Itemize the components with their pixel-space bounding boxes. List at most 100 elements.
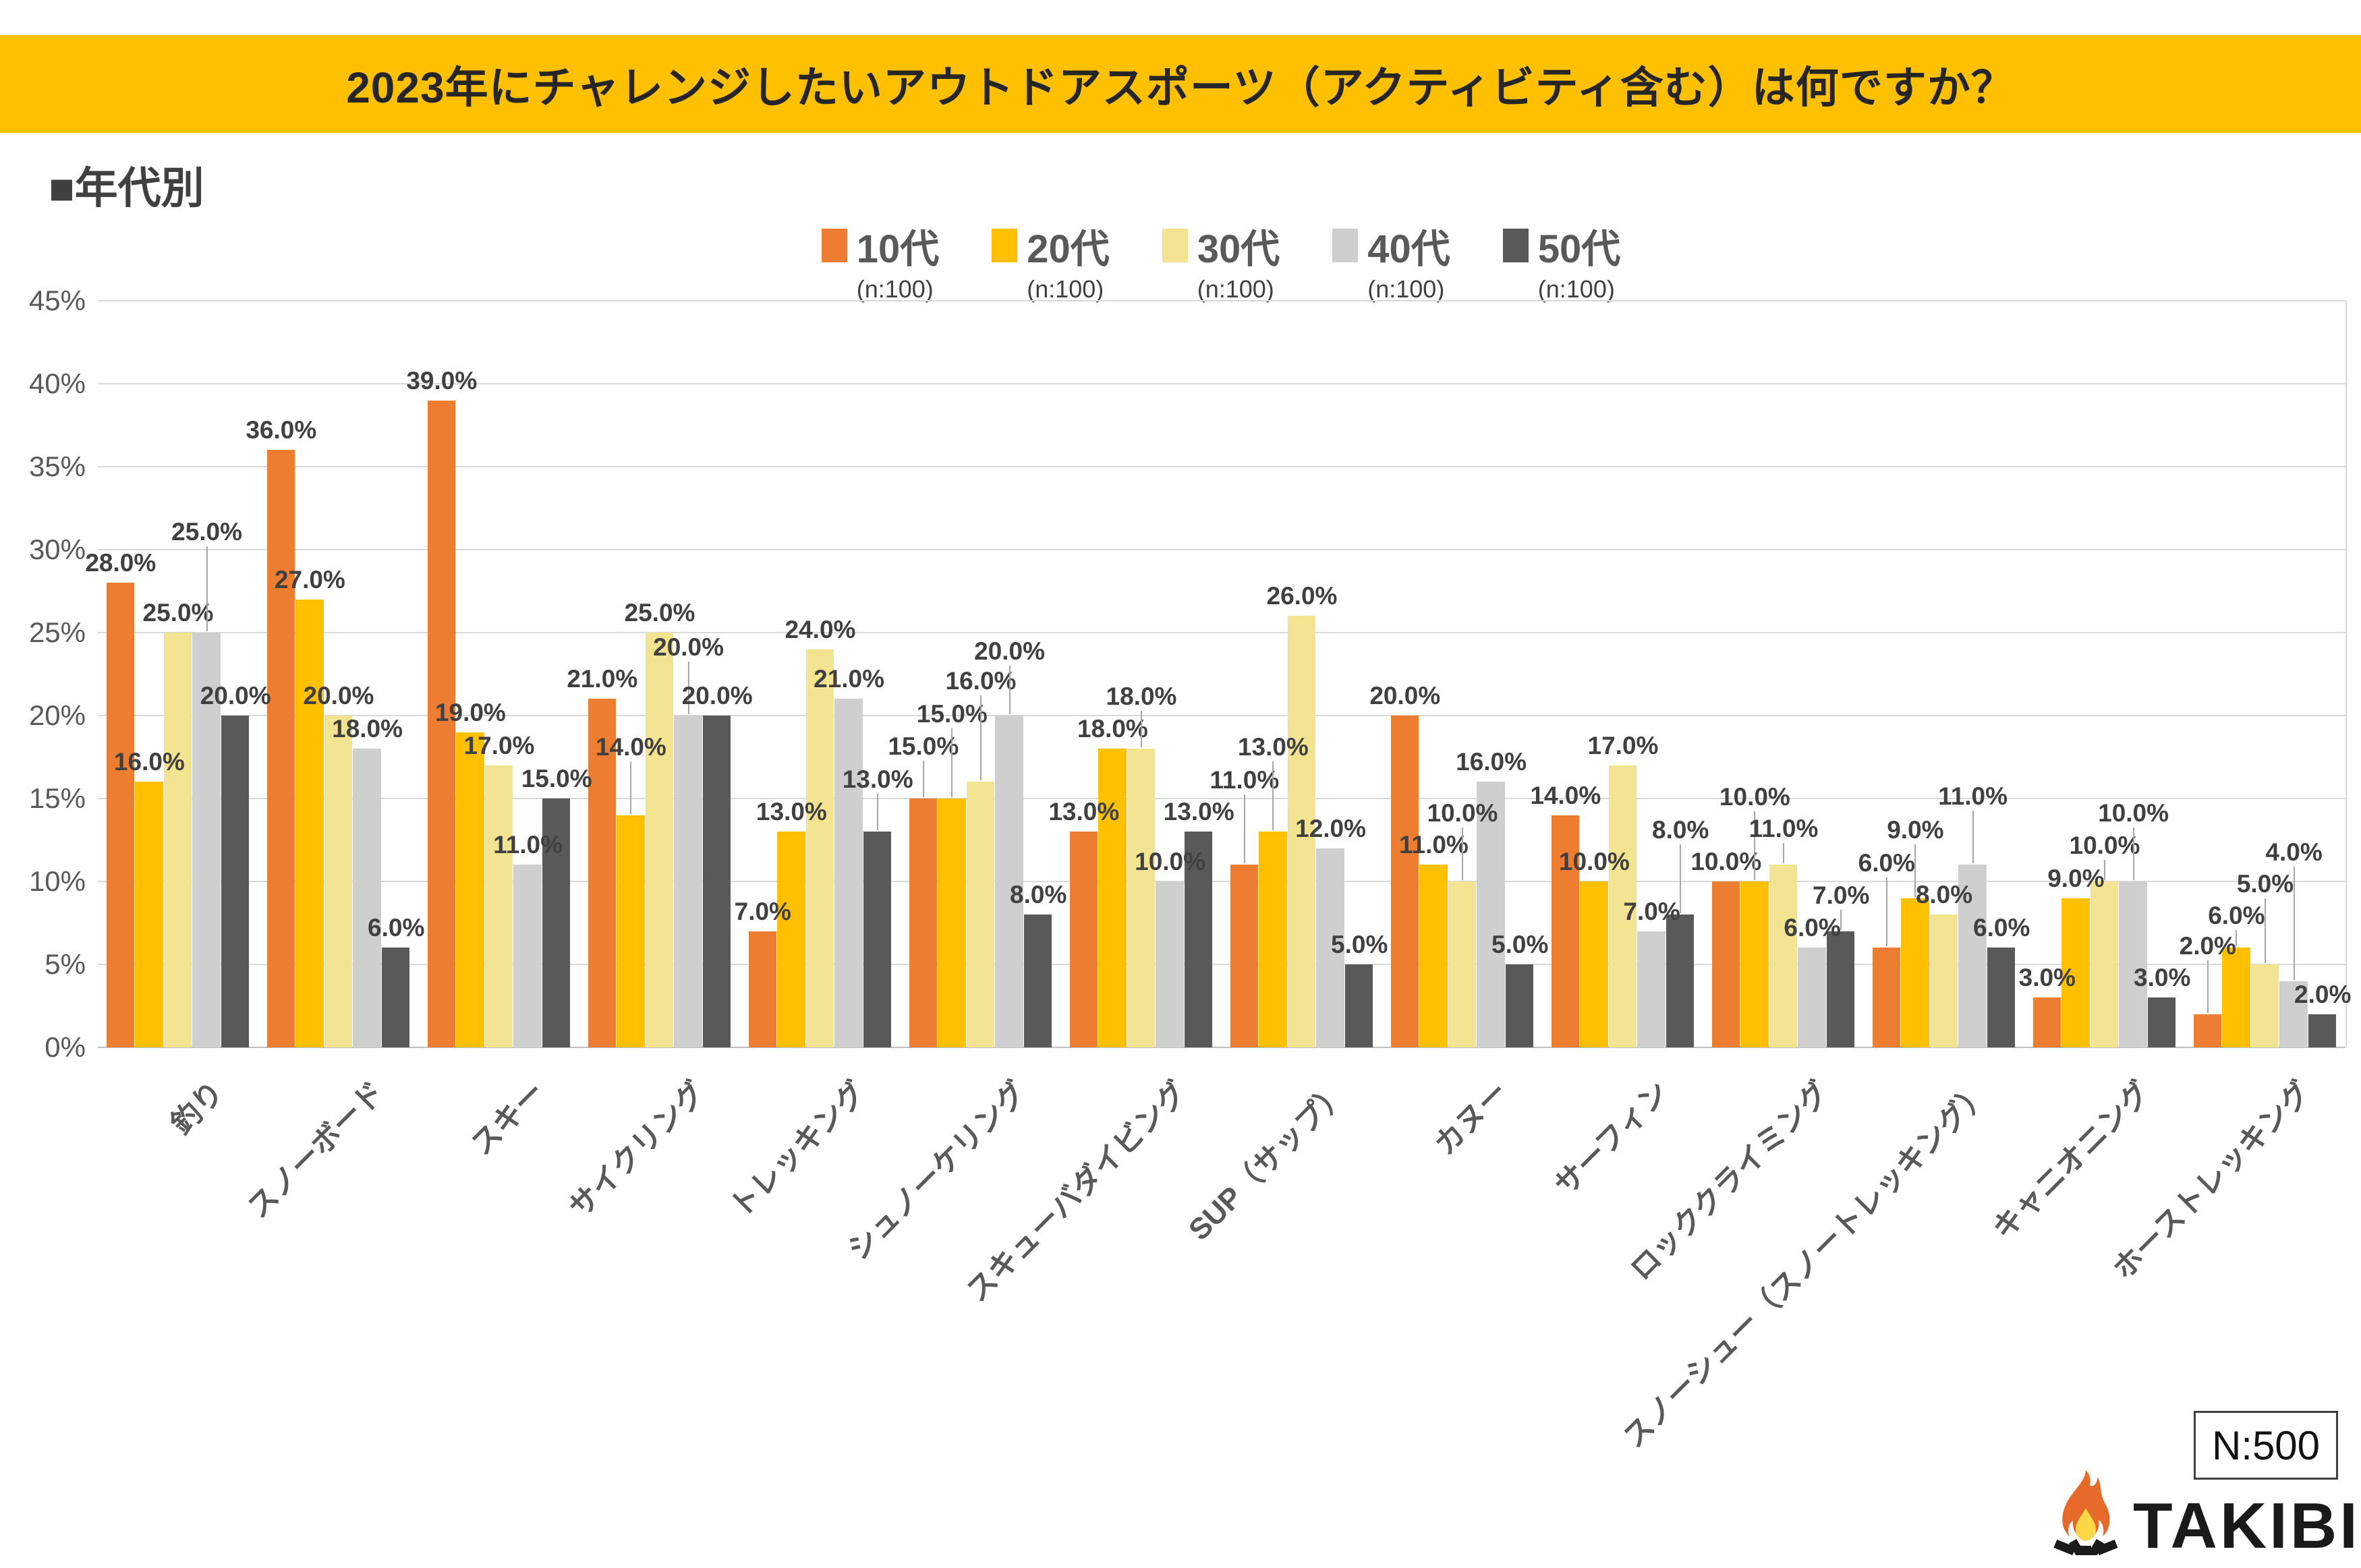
bar-10代-カヌー [1390,716,1419,1047]
bar-30代-トレッキング [805,649,834,1047]
label-leader-line [1885,877,1887,947]
bar-10代-スキー [427,400,456,1047]
bar-30代-サイクリング [645,633,674,1047]
bar-value-label: 3.0% [2134,964,2191,992]
bar-20代-サイクリング [617,815,645,1047]
label-leader-line [951,728,953,797]
x-axis-line [98,1047,2345,1048]
label-leader-line [630,761,632,814]
label-leader-line [1272,761,1274,831]
y-axis-tick-label: 15% [28,782,86,814]
bar-50代-シュノーケリング [1023,914,1052,1047]
bar-40代-カヌー [1477,782,1505,1047]
legend-item-50代: 50代 (n:100) [1502,217,1620,303]
gridline [98,632,2345,633]
bar-value-label: 10.0% [1719,783,1790,811]
legend-label: 20代 [1027,227,1110,271]
bar-value-label: 15.0% [888,732,959,760]
bar-value-label: 26.0% [1266,582,1338,610]
bar-value-label: 11.0% [1398,831,1469,859]
bar-value-label: 5.0% [2236,870,2294,898]
label-leader-line [2236,930,2238,947]
bar-value-label: 11.0% [1938,782,2008,811]
label-leader-line [1462,827,1463,880]
bar-value-label: 28.0% [85,549,157,577]
legend-label: 10代 [856,227,940,271]
bar-20代-スキューバダイビング [1098,749,1127,1047]
legend-n-count: (n:100) [1367,275,1445,303]
legend-swatch [1332,229,1359,262]
bar-30代-釣り [163,633,192,1047]
bar-30代-サーフィン [1608,765,1637,1047]
bar-value-label: 10.0% [1690,848,1762,875]
bar-30代-カヌー [1448,881,1477,1047]
bar-10代-スノーボード [266,450,295,1047]
gridline [98,964,2345,965]
bar-value-label: 10.0% [2069,832,2140,859]
x-axis-label-1: 釣り [165,1075,231,1141]
bar-value-label: 7.0% [734,897,791,925]
bar-40代-トレッキング [834,699,863,1047]
bar-value-label: 11.0% [1748,815,1819,843]
bar-30代-スノーシュー（スノートレッキング） [1929,914,1958,1047]
gridline [98,549,2345,550]
bar-value-label: 13.0% [842,765,913,794]
bar-10代-キャニオニング [2032,997,2061,1047]
bar-value-label: 10.0% [2098,799,2169,827]
bar-value-label: 13.0% [1237,733,1309,761]
bar-value-label: 18.0% [1077,715,1148,743]
label-leader-line [1840,909,1842,930]
legend-label: 40代 [1367,227,1450,271]
bar-40代-ホーストレッキング [2279,981,2308,1047]
bar-10代-ロッククライミング [1711,881,1740,1047]
bar-30代-シュノーケリング [966,782,995,1047]
legend-n-count: (n:100) [856,275,934,303]
bar-20代-キャニオニング [2061,898,2090,1047]
bar-10代-ホーストレッキング [2193,1014,2222,1047]
legend-swatch [821,229,847,262]
bar-value-label: 17.0% [1587,731,1659,759]
bar-50代-スキー [542,798,571,1047]
bar-50代-キャニオニング [2147,997,2176,1047]
bar-20代-トレッキング [777,832,805,1047]
bar-value-label: 25.0% [171,518,243,546]
gridline [98,881,2345,882]
bar-value-label: 16.0% [945,667,1017,695]
y-axis-tick-label: 20% [28,699,86,731]
bar-30代-キャニオニング [2090,881,2119,1047]
bar-50代-サイクリング [702,716,731,1047]
bar-50代-サーフィン [1666,914,1695,1047]
bar-20代-スキー [456,732,484,1047]
bar-30代-ホーストレッキング [2250,964,2279,1047]
bar-value-label: 11.0% [493,831,563,859]
bar-value-label: 10.0% [1135,848,1206,875]
bar-value-label: 16.0% [113,748,185,776]
label-leader-line [2104,860,2105,880]
label-leader-line [2293,866,2295,980]
bar-40代-釣り [192,633,221,1047]
bar-value-label: 7.0% [1813,881,1870,909]
bar-value-label: 25.0% [142,599,214,627]
bar-value-label: 17.0% [463,731,535,759]
gridline [98,715,2345,716]
bar-50代-スキューバダイビング [1184,832,1213,1047]
bar-value-label: 14.0% [595,732,666,761]
label-leader-line [1754,811,1756,880]
bar-value-label: 5.0% [1491,931,1549,958]
bar-value-label: 5.0% [1331,931,1388,958]
bar-30代-スキー [484,765,513,1047]
label-leader-line [1914,844,1916,897]
gridline [98,466,2345,467]
y-axis-tick-label: 10% [28,865,86,897]
label-leader-line [2132,827,2134,880]
bar-value-label: 12.0% [1295,814,1367,842]
label-leader-line [2207,960,2209,1013]
bar-50代-カヌー [1505,964,1534,1047]
bar-20代-スノーボード [295,599,324,1047]
bar-value-label: 20.0% [200,682,271,709]
y-axis-tick-label: 5% [45,948,86,980]
legend-swatch [1502,229,1529,262]
legend: 10代 (n:100) 20代 (n:100) 30代 (n:100) 40代 (n:100)… [98,217,2344,303]
bar-value-label: 11.0% [1210,766,1280,794]
section-heading: ■年代別 [49,164,204,212]
